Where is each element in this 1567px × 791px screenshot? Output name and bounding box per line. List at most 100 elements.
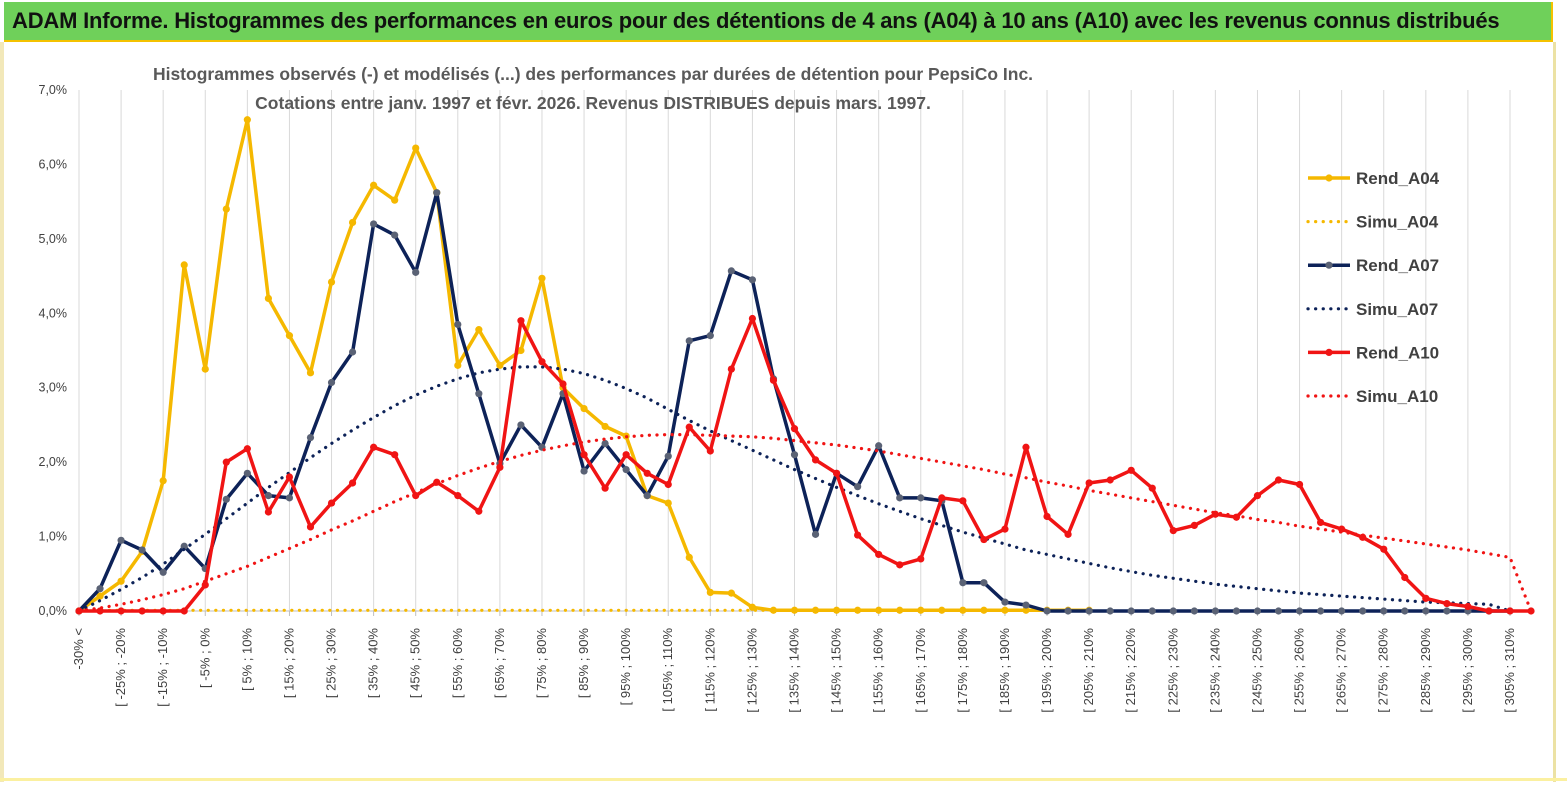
x-tick-label: [ 275% ; 280% <box>1376 628 1391 713</box>
data-point <box>1190 521 1198 530</box>
data-point <box>1169 607 1177 615</box>
x-tick-label: [ 255% ; 260% <box>1292 628 1307 713</box>
data-point <box>306 369 315 377</box>
chart-title: Histogrammes observés (-) et modélisés (… <box>153 64 1033 84</box>
data-point <box>580 451 588 459</box>
data-point <box>327 278 336 286</box>
data-point <box>1443 607 1451 615</box>
x-tick-label: [ 15% ; 20% <box>281 628 296 699</box>
data-point <box>769 376 778 384</box>
data-point <box>1380 545 1388 553</box>
legend-label: Simu_A04 <box>1356 213 1439 232</box>
data-point <box>391 231 399 239</box>
x-tick-label: [ 215% ; 220% <box>1123 628 1138 713</box>
data-point <box>896 561 904 569</box>
x-tick-label: [ 75% ; 80% <box>534 628 549 699</box>
legend-label: Simu_A10 <box>1356 387 1438 406</box>
data-point <box>1022 443 1030 451</box>
x-tick-label: [ 95% ; 100% <box>618 628 633 706</box>
x-tick-label: [ 185% ; 190% <box>997 628 1012 713</box>
data-point <box>1085 607 1093 615</box>
legend-item-simu-a04[interactable]: Simu_A04 <box>1306 213 1439 232</box>
data-point <box>1148 484 1156 492</box>
data-point <box>769 606 778 614</box>
data-point <box>243 469 251 477</box>
data-point <box>811 456 820 464</box>
x-tick-label: [ 135% ; 140% <box>787 628 802 713</box>
data-point <box>706 588 714 596</box>
data-point <box>601 439 609 448</box>
data-point <box>580 467 588 475</box>
series-rend-a10 <box>75 314 1535 615</box>
data-point <box>1338 607 1346 615</box>
x-tick-label: [ 145% ; 150% <box>829 628 844 713</box>
legend-item-simu-a07[interactable]: Simu_A07 <box>1306 300 1438 319</box>
y-tick-label: 7,0% <box>39 83 68 97</box>
data-point <box>1443 599 1451 608</box>
data-point <box>1401 573 1409 582</box>
data-point <box>1274 476 1283 484</box>
data-point <box>117 607 125 615</box>
data-point <box>348 218 357 227</box>
data-point <box>706 332 714 340</box>
series-line <box>79 316 1531 613</box>
data-point <box>1485 607 1493 615</box>
x-tick-label: [ 85% ; 90% <box>576 628 591 699</box>
legend-item-rend-a10[interactable]: Rend_A10 <box>1308 343 1439 362</box>
y-axis-ticks: 0,0% 1,0% 2,0% 3,0% 4,0% 5,0% 6,0% 7,0% <box>39 83 68 618</box>
data-point <box>1274 607 1283 615</box>
x-tick-label: [ 35% ; 40% <box>366 628 381 699</box>
legend-marker <box>1325 174 1333 182</box>
data-point <box>285 473 294 481</box>
legend-label: Rend_A10 <box>1356 343 1439 362</box>
y-tick-label: 2,0% <box>39 455 68 469</box>
data-point <box>454 492 462 500</box>
data-point <box>370 443 378 451</box>
data-point <box>643 492 651 500</box>
data-point <box>685 337 693 345</box>
legend-item-simu-a10[interactable]: Simu_A10 <box>1306 387 1438 406</box>
data-point <box>96 592 104 600</box>
data-point <box>391 451 399 459</box>
data-point <box>264 492 272 500</box>
x-tick-label: [ 65% ; 70% <box>492 628 507 699</box>
data-point <box>832 469 841 477</box>
data-point <box>475 326 483 334</box>
data-point <box>1380 607 1388 615</box>
data-point <box>832 606 841 614</box>
x-tick-label: -30% < <box>71 628 86 670</box>
data-point <box>117 577 125 585</box>
data-point <box>1022 601 1030 609</box>
data-point <box>959 497 967 505</box>
chart-legend[interactable]: Rend_A04 Simu_A04 Rend_A07 Simu_A07 Rend_A10… <box>1306 169 1440 406</box>
data-point <box>1506 607 1514 615</box>
report-title: ADAM Informe. Histogrammes des performan… <box>12 8 1500 33</box>
legend-item-rend-a07[interactable]: Rend_A07 <box>1308 256 1439 275</box>
data-point <box>1106 476 1114 484</box>
legend-item-rend-a04[interactable]: Rend_A04 <box>1308 169 1440 188</box>
data-point <box>938 494 946 502</box>
data-point <box>664 452 672 460</box>
data-point <box>1127 607 1135 615</box>
data-point <box>1422 594 1430 602</box>
data-point <box>706 447 714 455</box>
legend-marker <box>1325 348 1333 356</box>
data-point <box>854 483 862 491</box>
data-point <box>1295 480 1304 489</box>
data-point <box>348 348 357 356</box>
data-point <box>727 267 735 275</box>
data-point <box>117 536 125 544</box>
y-tick-label: 4,0% <box>39 306 68 320</box>
x-tick-label: [ 105% ; 110% <box>660 628 675 712</box>
data-point <box>412 144 420 152</box>
data-point <box>180 607 188 615</box>
data-point <box>1106 607 1114 615</box>
data-point <box>496 361 504 369</box>
data-point <box>601 484 609 492</box>
data-point <box>517 346 525 355</box>
data-point <box>917 494 925 502</box>
data-point <box>917 555 925 563</box>
series-line <box>77 608 1091 613</box>
y-tick-label: 0,0% <box>39 604 68 618</box>
data-point <box>327 499 336 507</box>
